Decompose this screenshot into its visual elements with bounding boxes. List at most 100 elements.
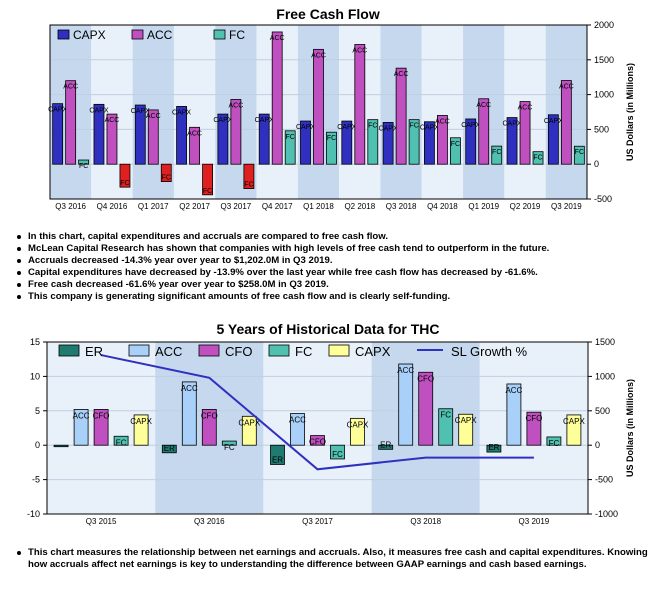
data-label-acc: ACC — [289, 416, 306, 425]
data-label-acc: ACC — [394, 71, 409, 78]
data-label-er: ER — [164, 444, 175, 453]
data-label-acc: ACC — [352, 47, 367, 54]
data-label-acc: ACC — [146, 113, 161, 120]
x-tick-label: Q3 2019 — [551, 202, 582, 211]
bar-fc — [367, 119, 379, 165]
y-axis-label: US Dollars (in Millions) — [625, 63, 635, 161]
bar-acc — [271, 31, 283, 165]
bar-capx — [217, 113, 229, 165]
data-label-cfo: CFO — [525, 414, 542, 423]
data-label-fc: FC — [409, 123, 418, 130]
right-y-tick-label: -500 — [595, 475, 613, 485]
data-label-capx: CAPX — [544, 118, 563, 125]
legend-swatch — [213, 29, 226, 40]
data-label-fc: FC — [244, 182, 253, 189]
data-label-capx: CAPX — [131, 108, 150, 115]
bar-er — [378, 444, 394, 450]
legend-label: SL Growth % — [451, 344, 528, 359]
data-label-capx: CAPX — [337, 124, 356, 131]
bar-capx — [566, 414, 582, 446]
bar-capx — [350, 417, 365, 446]
bar-acc — [478, 98, 490, 165]
bar-acc — [181, 381, 197, 446]
data-label-cfo: CFO — [201, 411, 218, 420]
bar-fc — [78, 159, 90, 165]
right-y-tick-label: 0 — [595, 440, 600, 450]
bar-fc — [491, 145, 503, 165]
x-tick-label: Q2 2018 — [344, 202, 375, 211]
data-label-fc: FC — [492, 149, 501, 156]
left-y-tick-label: -5 — [32, 475, 40, 485]
data-label-capx: CAPX — [563, 417, 585, 426]
data-label-fc: FC — [286, 134, 295, 141]
data-label-er: ER — [488, 443, 499, 452]
right-y-tick-label: -1000 — [595, 509, 618, 519]
data-label-acc: ACC — [228, 102, 243, 109]
bar-cfo — [201, 409, 217, 446]
x-tick-label: Q3 2019 — [519, 517, 550, 526]
bar-capx — [258, 113, 270, 165]
bar-fc — [438, 408, 454, 446]
data-label-fc: FC — [440, 411, 451, 420]
x-tick-label: Q4 2018 — [427, 202, 458, 211]
legend-label: CAPX — [355, 344, 391, 359]
data-label-acc: ACC — [311, 52, 326, 59]
bar-capx — [300, 120, 311, 165]
legend-swatch — [57, 29, 70, 40]
chart1-title: Free Cash Flow — [276, 6, 380, 22]
data-label-capx: CAPX — [461, 122, 480, 129]
data-label-cfo: CFO — [309, 438, 326, 447]
bar-fc — [113, 435, 129, 446]
legend-swatch — [328, 344, 350, 357]
bar-capx — [465, 118, 477, 165]
data-label-fc: FC — [120, 180, 129, 187]
bar-fc — [326, 131, 337, 165]
legend-swatch — [268, 344, 290, 357]
left-y-tick-label: -10 — [27, 509, 40, 519]
bar-er — [270, 444, 285, 465]
x-tick-label: Q3 2016 — [55, 202, 86, 211]
legend-swatch — [128, 344, 150, 357]
data-label-capx: CAPX — [213, 117, 232, 124]
data-label-capx: CAPX — [48, 107, 67, 114]
y-tick-label: 1000 — [594, 90, 614, 100]
x-tick-label: Q2 2017 — [179, 202, 210, 211]
bar-capx — [547, 114, 559, 165]
data-label-capx: CAPX — [172, 109, 191, 116]
data-label-acc: ACC — [559, 84, 574, 91]
bar-acc — [230, 99, 242, 165]
chart2-title: 5 Years of Historical Data for THC — [216, 321, 440, 337]
note-item: Accruals decreased -14.3% year over year… — [14, 255, 650, 267]
data-label-acc: ACC — [181, 384, 198, 393]
bar-cfo — [93, 409, 109, 446]
y-tick-label: 0 — [594, 159, 599, 169]
bar-fc — [573, 145, 585, 165]
bar-acc — [65, 80, 77, 165]
bar-acc — [189, 126, 200, 165]
x-tick-label: Q1 2017 — [138, 202, 169, 211]
x-tick-label: Q4 2016 — [97, 202, 128, 211]
bar-capx — [382, 122, 394, 165]
bar-acc — [560, 80, 572, 165]
data-label-acc: ACC — [397, 366, 414, 375]
data-label-fc: FC — [575, 149, 584, 156]
legend-label: ER — [85, 344, 103, 359]
legend-swatch — [58, 344, 80, 357]
bar-capx — [341, 120, 353, 165]
bar-acc — [147, 109, 159, 165]
bar-capx — [176, 106, 187, 165]
data-label-capx: CAPX — [130, 417, 152, 426]
plot-border — [46, 341, 589, 515]
data-label-acc: ACC — [105, 117, 120, 124]
legend-label: ACC — [155, 344, 182, 359]
note-item: McLean Capital Research has shown that c… — [14, 243, 650, 255]
data-label-capx: CAPX — [89, 107, 108, 114]
data-label-capx: CAPX — [455, 416, 477, 425]
bar-capx — [134, 104, 146, 165]
bar-acc — [437, 115, 448, 165]
bar-acc — [395, 67, 407, 165]
legend-label: FC — [295, 344, 312, 359]
bar-fc — [119, 163, 131, 188]
